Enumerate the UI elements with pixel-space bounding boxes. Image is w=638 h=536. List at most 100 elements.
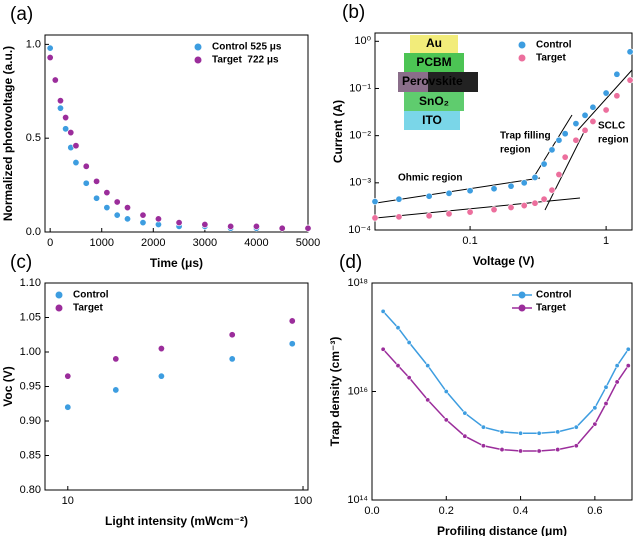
point bbox=[480, 443, 486, 449]
x-tick-label: 0.2 bbox=[439, 505, 454, 517]
annotation: Trap filling bbox=[500, 131, 551, 142]
panel: (a) Time (μs) Normalized photovoltage (a.u… bbox=[1, 4, 320, 270]
x-tick-label: 1 bbox=[603, 235, 609, 247]
point bbox=[113, 198, 121, 206]
point bbox=[531, 173, 539, 181]
layer-label: SnO₂ bbox=[419, 94, 449, 108]
point bbox=[614, 363, 620, 369]
point bbox=[395, 363, 401, 369]
point bbox=[603, 401, 609, 407]
point bbox=[157, 372, 165, 380]
x-axis-label: Voltage (V) bbox=[473, 254, 535, 268]
series-line bbox=[382, 310, 629, 434]
y-tick-label: 0.90 bbox=[20, 415, 41, 427]
point bbox=[175, 219, 183, 227]
point bbox=[228, 355, 236, 363]
point bbox=[602, 89, 610, 97]
point bbox=[625, 346, 631, 352]
y-tick-label: 10¹⁸ bbox=[347, 277, 368, 289]
legend-marker bbox=[518, 54, 526, 62]
point bbox=[288, 317, 296, 325]
point bbox=[555, 429, 561, 435]
point bbox=[395, 195, 403, 203]
point bbox=[252, 222, 260, 230]
legend-label: Target bbox=[73, 303, 103, 314]
annotation: Ohmic region bbox=[398, 173, 462, 184]
x-tick-label: 10 bbox=[62, 495, 74, 507]
layer-label: ITO bbox=[422, 113, 442, 127]
point bbox=[371, 214, 379, 222]
point bbox=[573, 424, 579, 430]
point bbox=[425, 397, 431, 403]
point bbox=[228, 331, 236, 339]
point bbox=[626, 48, 634, 56]
point bbox=[82, 162, 90, 170]
layer-clip: Perovskite bbox=[402, 74, 463, 88]
point bbox=[72, 142, 80, 150]
point bbox=[520, 202, 528, 210]
point bbox=[572, 120, 580, 128]
point bbox=[626, 76, 634, 84]
point bbox=[46, 54, 54, 62]
panel: (d) Profiling distance (μm) Trap density (… bbox=[328, 252, 633, 536]
layer bbox=[398, 72, 428, 92]
point bbox=[462, 410, 468, 416]
point bbox=[592, 421, 598, 427]
point bbox=[445, 210, 453, 218]
point bbox=[536, 448, 542, 454]
point bbox=[531, 199, 539, 207]
point bbox=[555, 171, 563, 179]
y-tick-label: 10⁻¹ bbox=[349, 82, 371, 94]
point bbox=[64, 403, 72, 411]
point bbox=[499, 429, 505, 435]
point bbox=[548, 146, 556, 154]
point bbox=[614, 379, 620, 385]
point bbox=[395, 213, 403, 221]
x-axis-label: Time (μs) bbox=[150, 256, 203, 270]
point bbox=[56, 104, 64, 112]
point bbox=[548, 186, 556, 194]
layer bbox=[404, 92, 464, 111]
x-tick-label: 3000 bbox=[193, 237, 217, 249]
legend-label: Control bbox=[73, 290, 109, 301]
legend-label: Control bbox=[536, 290, 572, 301]
y-tick-label: 10⁻² bbox=[349, 130, 371, 142]
point bbox=[561, 130, 569, 138]
legend-marker bbox=[55, 304, 63, 312]
point bbox=[603, 384, 609, 390]
panel-label: (b) bbox=[342, 2, 365, 23]
y-tick-label: 1.00 bbox=[20, 346, 41, 358]
annotation: SCLC bbox=[598, 121, 625, 132]
point bbox=[139, 211, 147, 219]
point bbox=[227, 222, 235, 230]
layer-label: Perovskite bbox=[402, 74, 463, 88]
point bbox=[139, 219, 147, 227]
point bbox=[536, 430, 542, 436]
point bbox=[67, 129, 75, 137]
legend-label: Target bbox=[536, 303, 566, 314]
point bbox=[466, 187, 474, 195]
legend-label: Target bbox=[536, 53, 566, 64]
point bbox=[592, 405, 598, 411]
x-tick-label: 4000 bbox=[244, 237, 268, 249]
point bbox=[518, 448, 524, 454]
x-axis-label: Light intensity (mWcm⁻²) bbox=[105, 514, 248, 528]
annotation: region bbox=[598, 135, 629, 146]
point bbox=[443, 388, 449, 394]
point bbox=[82, 179, 90, 187]
panel: (b) Voltage (V) Current (A) 0.1 1 10⁻⁴ 10⁻³ 10⁻… bbox=[331, 2, 634, 268]
point bbox=[445, 189, 453, 197]
point bbox=[499, 447, 505, 453]
panel: (c) Light intensity (mWcm⁻²) Voc (V) 10 100 0… bbox=[1, 252, 312, 528]
y-tick-label: 10⁻⁴ bbox=[348, 224, 371, 236]
point bbox=[572, 136, 580, 144]
point bbox=[124, 215, 132, 223]
plot-frame bbox=[371, 282, 633, 501]
point bbox=[154, 215, 162, 223]
layer-label: Au bbox=[426, 36, 442, 50]
y-tick-label: 1.05 bbox=[20, 311, 41, 323]
y-tick-label: 0.0 bbox=[26, 226, 41, 238]
y-tick-label: 0.80 bbox=[20, 484, 41, 496]
point bbox=[425, 363, 431, 369]
